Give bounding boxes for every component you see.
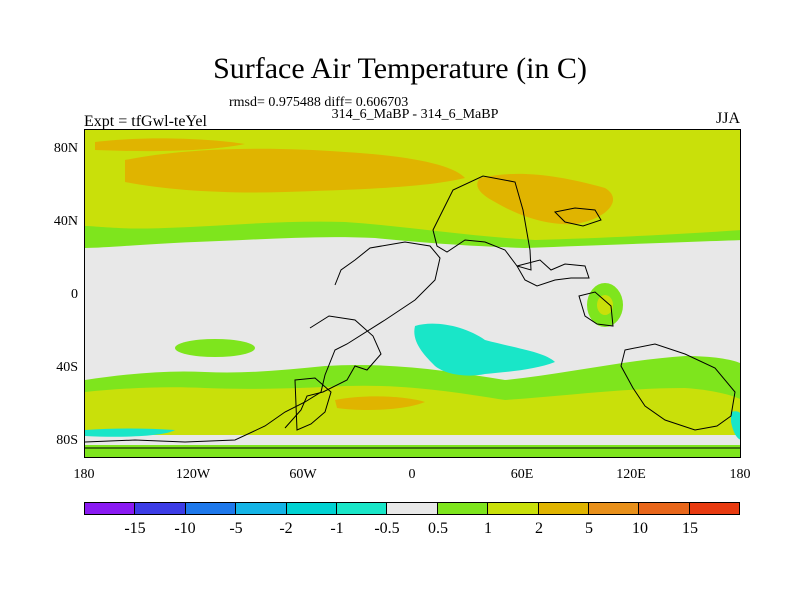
colorbar-swatch — [689, 503, 740, 514]
field-orange-2 — [477, 173, 614, 225]
colorbar-label: 2 — [535, 520, 543, 537]
colorbar-swatch — [538, 503, 589, 514]
y-tick-0: 0 — [71, 287, 78, 302]
map-title: Surface Air Temperature (in C) — [213, 52, 587, 85]
colorbar-label: 15 — [682, 520, 698, 537]
map-field — [85, 130, 740, 457]
y-tick-80s: 80S — [56, 433, 78, 448]
map-plot — [84, 129, 741, 458]
colorbar-label: -5 — [229, 520, 243, 537]
colorbar-label: 0.5 — [428, 520, 448, 537]
colorbar — [84, 502, 740, 515]
colorbar-label: 5 — [585, 520, 593, 537]
x-tick-120e: 120E — [616, 467, 646, 482]
colorbar-swatch — [588, 503, 640, 514]
field-orange-3 — [95, 138, 245, 152]
stats-line: rmsd= 0.975488 diff= 0.606703 — [229, 95, 409, 110]
y-tick-80n: 80N — [53, 141, 78, 156]
field-orange-south — [335, 396, 425, 410]
colorbar-swatch — [336, 503, 388, 514]
colorbar-label: -10 — [174, 520, 196, 537]
field-green-bottom — [85, 445, 740, 457]
x-tick-180w: 180 — [73, 467, 95, 482]
field-cyan-3 — [731, 411, 740, 440]
colorbar-swatch — [236, 503, 287, 514]
colorbar-label: -2 — [279, 520, 293, 537]
x-tick-60e: 60E — [510, 467, 534, 482]
colorbar-swatch — [387, 503, 438, 514]
colorbar-swatch — [639, 503, 690, 514]
colorbar-label: 10 — [632, 520, 648, 537]
y-tick-40s: 40S — [56, 360, 78, 375]
field-green-blob-1 — [175, 339, 255, 357]
field-green-blob-3 — [597, 295, 613, 315]
colorbar-swatch — [185, 503, 237, 514]
field-cyan-2 — [85, 428, 175, 437]
field-grey-bottom — [85, 435, 740, 445]
colorbar-label: 1 — [484, 520, 492, 537]
colorbar-swatch — [286, 503, 337, 514]
colorbar-swatch — [135, 503, 186, 514]
x-tick-60w: 60W — [289, 467, 317, 482]
colorbar-swatch — [85, 503, 136, 514]
field-cyan-1 — [414, 323, 555, 376]
field-orange-1 — [125, 148, 465, 193]
y-tick-40n: 40N — [53, 214, 78, 229]
coastline-outlines — [85, 175, 740, 449]
colorbar-label: -0.5 — [374, 520, 400, 537]
colorbar-label: -1 — [330, 520, 344, 537]
colorbar-swatch — [437, 503, 489, 514]
x-tick-180e: 180 — [729, 467, 751, 482]
experiment-label: Expt = tfGwl-teYel — [84, 113, 207, 130]
colorbar-swatch — [488, 503, 539, 514]
x-tick-120w: 120W — [175, 467, 211, 482]
subtitle: 314_6_MaBP - 314_6_MaBP — [331, 107, 499, 122]
season-label: JJA — [716, 110, 741, 127]
x-tick-0: 0 — [408, 467, 416, 482]
colorbar-label: -15 — [124, 520, 146, 537]
